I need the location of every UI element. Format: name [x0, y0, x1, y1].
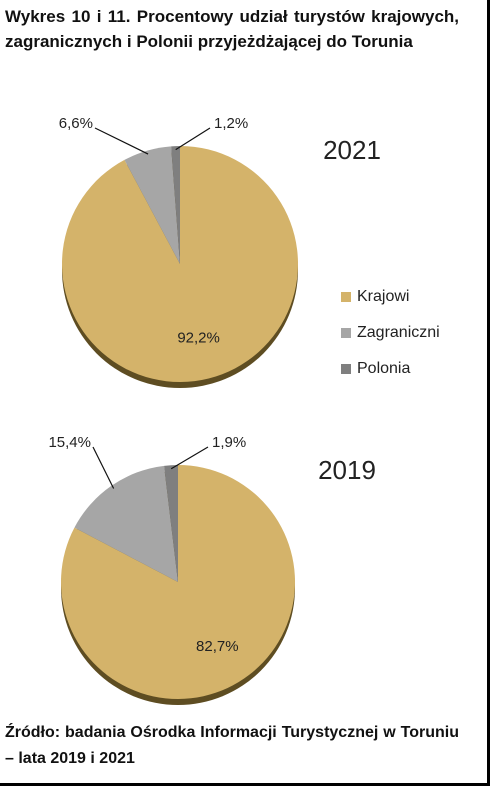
- pie-slice: [61, 465, 296, 699]
- value-label: 15,4%: [48, 434, 91, 451]
- pie-slice: [124, 146, 180, 264]
- value-label: 6,6%: [59, 115, 93, 132]
- leader-line: [175, 127, 211, 151]
- leader-line: [170, 446, 209, 470]
- value-label: 1,2%: [214, 115, 248, 132]
- leader-line: [92, 446, 115, 489]
- value-label: 1,9%: [212, 434, 246, 451]
- source: Źródło: badania Ośrodka Informacji Turys…: [5, 724, 459, 767]
- legend-label: Zagraniczni: [357, 324, 440, 341]
- title: Wykres 10 i 11. Procentowy udział turyst…: [5, 7, 459, 51]
- pie-slice: [164, 465, 178, 582]
- leader-line: [94, 127, 149, 155]
- legend-swatch: [341, 328, 351, 338]
- value-label: 82,7%: [196, 638, 239, 655]
- legend-label: Polonia: [357, 360, 410, 377]
- legend-label: Krajowi: [357, 288, 409, 305]
- chart-year: 2019: [318, 455, 376, 485]
- chart-year: 2021: [323, 135, 381, 165]
- legend-swatch: [341, 364, 351, 374]
- pie-slice: [74, 465, 178, 582]
- legend-swatch: [341, 292, 351, 302]
- pie-slice: [171, 146, 180, 264]
- value-label: 92,2%: [177, 329, 220, 346]
